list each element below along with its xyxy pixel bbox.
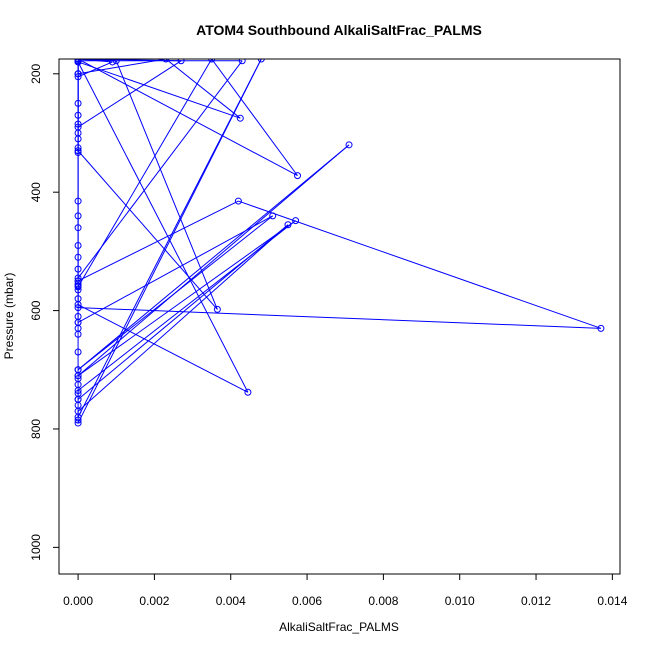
series-line-segment (77, 61, 249, 393)
data-point (208, 59, 216, 63)
y-axis-title: Pressure (mbar) (2, 273, 16, 360)
data-point (236, 114, 244, 122)
data-point (74, 73, 82, 81)
data-point (269, 212, 277, 220)
data-point (74, 386, 82, 394)
data-point (177, 59, 185, 65)
x-tick-label: 0.000 (63, 594, 93, 608)
y-tick-label: 600 (29, 300, 43, 320)
data-point (74, 301, 82, 309)
series-line-segment (78, 307, 601, 329)
x-axis-title: AlkaliSaltFrac_PALMS (279, 620, 399, 634)
x-tick-label: 0.014 (597, 594, 627, 608)
x-tick-label: 0.002 (139, 594, 169, 608)
series-line-segment (211, 59, 298, 176)
data-point (74, 144, 82, 152)
series-line-segment (238, 200, 602, 329)
data-point (597, 324, 605, 332)
series-line-segment (77, 144, 350, 371)
series-line-segment (77, 144, 350, 377)
data-point (74, 59, 82, 63)
data-point (108, 59, 116, 66)
series-line-segment (77, 150, 218, 310)
chart-title: ATOM4 Southbound AlkaliSaltFrac_PALMS (196, 22, 482, 38)
data-point (74, 253, 82, 261)
data-point (74, 197, 82, 205)
series-line-segment (77, 220, 296, 377)
data-point (74, 407, 82, 415)
x-tick-label: 0.006 (292, 594, 322, 608)
data-point (74, 318, 82, 326)
series-line-segment (77, 224, 289, 412)
data-point (74, 348, 82, 356)
data-point (74, 280, 82, 288)
x-tick-label: 0.008 (368, 594, 398, 608)
y-tick-label: 400 (29, 182, 43, 202)
series-line-segment (77, 59, 213, 288)
series-line-segment (77, 59, 262, 424)
series-line-segment (165, 59, 241, 119)
data-point (74, 147, 82, 155)
series-line-segment (77, 304, 249, 393)
y-tick-label: 800 (29, 419, 43, 439)
data-point (294, 172, 302, 180)
data-point (238, 59, 246, 65)
y-tick-label: 1000 (29, 534, 43, 561)
x-tick-label: 0.004 (216, 594, 246, 608)
y-axis: 200 400 600 800 1000 (29, 63, 60, 561)
data-point (292, 217, 300, 225)
data-point (74, 241, 82, 249)
data-point (112, 59, 120, 65)
data-point (162, 59, 170, 63)
data-point (244, 388, 252, 396)
data-point (74, 330, 82, 338)
data-point (74, 395, 82, 403)
x-tick-label: 0.010 (445, 594, 475, 608)
series-0 (74, 59, 605, 427)
data-point (74, 99, 82, 107)
data-point (284, 221, 292, 229)
series-line-segment (77, 215, 274, 371)
data-point (74, 304, 82, 312)
plot-area (74, 59, 605, 427)
series-line-segment (77, 220, 296, 391)
data-point (345, 141, 353, 149)
data-point (74, 224, 82, 232)
data-point (234, 197, 242, 205)
data-point (74, 416, 82, 424)
data-point (74, 111, 82, 119)
series-line-segment (77, 215, 273, 323)
series-line-segment (77, 61, 241, 119)
data-point (74, 283, 82, 291)
y-tick-label: 200 (29, 63, 43, 83)
series-line-segment (77, 59, 166, 75)
data-point (257, 59, 265, 63)
plot-frame (58, 58, 621, 575)
x-axis: 0.000 0.002 0.004 0.006 0.008 0.010 0.012 0.014 (63, 573, 628, 608)
series-line-segment (77, 200, 239, 282)
data-point (74, 120, 82, 128)
data-point (74, 366, 82, 374)
data-point (74, 70, 82, 78)
data-point (74, 135, 82, 143)
data-point (74, 265, 82, 273)
data-point (74, 419, 82, 427)
data-point (74, 212, 82, 220)
data-point (74, 59, 82, 65)
series-line-segment (77, 59, 298, 177)
data-point (213, 305, 221, 313)
x-tick-label: 0.012 (521, 594, 551, 608)
series-line-segment (77, 61, 113, 78)
